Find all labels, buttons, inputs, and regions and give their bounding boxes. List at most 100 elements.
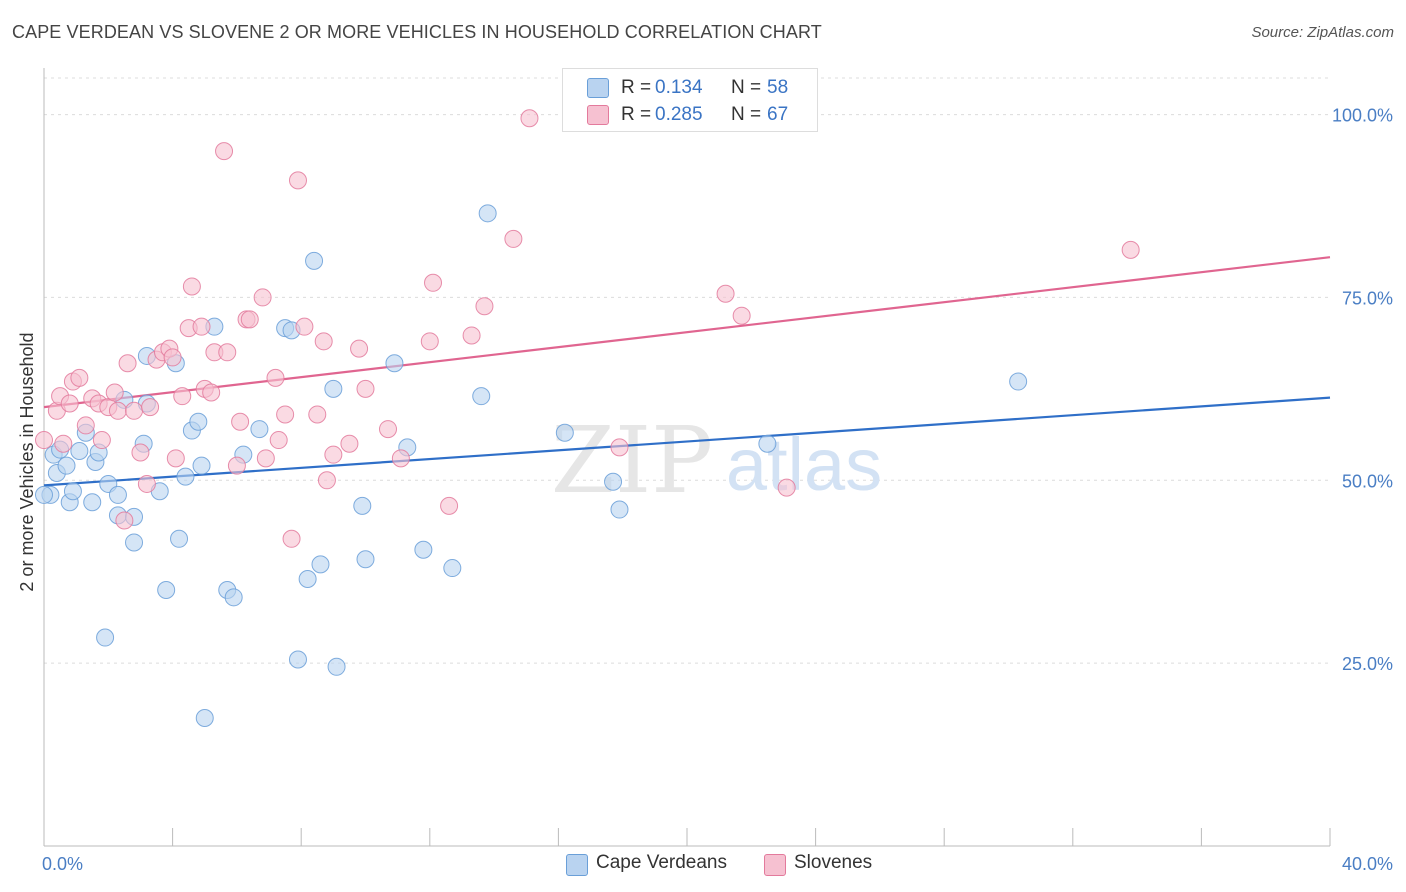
data-point xyxy=(478,204,497,223)
data-point xyxy=(443,559,462,578)
data-point xyxy=(105,383,124,402)
data-point xyxy=(76,416,95,435)
data-point xyxy=(141,398,160,417)
data-point xyxy=(282,529,301,548)
data-point xyxy=(288,171,307,190)
legend-swatch-cape-verdeans xyxy=(566,854,588,876)
data-point xyxy=(308,405,327,424)
data-point xyxy=(192,317,211,336)
data-point xyxy=(305,251,324,270)
data-point xyxy=(70,368,89,387)
data-point xyxy=(118,354,137,373)
data-point xyxy=(440,496,459,515)
legend-label-cape-verdeans: Cape Verdeans xyxy=(596,852,727,873)
chart-title: CAPE VERDEAN VS SLOVENE 2 OR MORE VEHICL… xyxy=(12,22,822,42)
data-point xyxy=(250,420,269,439)
y-tick-label: 75.0% xyxy=(1342,288,1393,308)
data-point xyxy=(604,472,623,491)
data-point xyxy=(385,354,404,373)
data-point xyxy=(224,588,243,607)
series-slovenes xyxy=(35,109,1140,548)
data-point xyxy=(295,317,314,336)
data-point xyxy=(475,297,494,316)
data-point xyxy=(170,529,189,548)
data-point xyxy=(327,657,346,676)
data-point xyxy=(163,348,182,367)
data-point xyxy=(424,273,443,292)
y-tick-label: 100.0% xyxy=(1332,106,1393,126)
data-point xyxy=(353,496,372,515)
y-axis-label: 2 or more Vehicles in Household xyxy=(17,332,37,591)
data-point xyxy=(70,442,89,461)
data-point xyxy=(166,449,185,468)
data-point xyxy=(202,383,221,402)
data-point xyxy=(1121,240,1140,259)
legend-swatch-slovenes xyxy=(587,105,609,125)
data-point xyxy=(520,109,539,128)
data-point xyxy=(35,431,53,450)
data-point xyxy=(462,326,481,345)
data-point xyxy=(288,650,307,669)
data-point xyxy=(157,581,176,599)
data-point xyxy=(472,387,491,406)
data-point xyxy=(391,449,410,468)
stats-n-value: 58 xyxy=(767,77,789,98)
data-point xyxy=(240,310,259,329)
legend-swatch-slovenes xyxy=(764,854,786,876)
legend-label-slovenes: Slovenes xyxy=(794,852,873,873)
data-point xyxy=(189,412,208,431)
data-point xyxy=(125,533,144,552)
x-tick-label: 40.0% xyxy=(1342,854,1393,874)
data-point xyxy=(125,401,144,420)
watermark-zip: ZIP xyxy=(551,407,713,514)
data-point xyxy=(256,449,275,468)
data-points xyxy=(35,109,1140,727)
legend-swatch-cape-verdeans xyxy=(587,78,609,98)
trend-line-slovenes xyxy=(43,256,1331,409)
data-point xyxy=(266,368,285,387)
data-point xyxy=(276,405,295,424)
stats-n-value: 67 xyxy=(767,104,789,125)
stats-n-label: N = xyxy=(731,77,762,98)
data-point xyxy=(311,555,330,574)
data-point xyxy=(83,493,102,512)
data-point xyxy=(108,401,127,420)
data-point xyxy=(777,478,796,497)
data-point xyxy=(324,379,343,398)
data-point xyxy=(176,467,195,486)
chart-source: Source: ZipAtlas.com xyxy=(1251,24,1394,41)
data-point xyxy=(231,412,250,431)
trend-lines xyxy=(43,256,1331,487)
data-point xyxy=(340,434,359,453)
watermark-atlas: atlas xyxy=(726,423,882,506)
y-tick-label: 25.0% xyxy=(1342,654,1393,674)
data-point xyxy=(215,142,234,161)
data-point xyxy=(298,570,317,589)
stats-r-label: R = xyxy=(621,104,652,125)
data-point xyxy=(92,431,111,450)
data-point xyxy=(314,332,333,351)
data-point xyxy=(96,628,115,647)
stats-r-value: 0.134 xyxy=(655,77,703,98)
data-point xyxy=(324,445,343,464)
tick-labels: 25.0% 50.0% 75.0% 100.0% 0.0% 40.0% 2 or more … xyxy=(17,106,1393,874)
data-point xyxy=(182,277,201,296)
stats-n-label: N = xyxy=(731,104,762,125)
data-point xyxy=(192,456,211,475)
trend-line-cape-verdeans xyxy=(43,396,1331,487)
data-point xyxy=(218,343,237,362)
data-point xyxy=(195,709,214,727)
data-point xyxy=(420,332,439,351)
stats-r-value: 0.285 xyxy=(655,104,703,125)
x-tick-label: 0.0% xyxy=(42,854,83,874)
data-point xyxy=(137,474,156,493)
data-point xyxy=(108,485,127,504)
data-point xyxy=(131,443,150,462)
axes xyxy=(43,68,1331,847)
stats-legend: R = 0.134 N = 58 R = 0.285 N = 67 xyxy=(562,68,818,132)
data-point xyxy=(610,500,629,519)
y-tick-label: 50.0% xyxy=(1342,471,1393,491)
data-point xyxy=(54,434,73,453)
data-point xyxy=(253,288,272,307)
